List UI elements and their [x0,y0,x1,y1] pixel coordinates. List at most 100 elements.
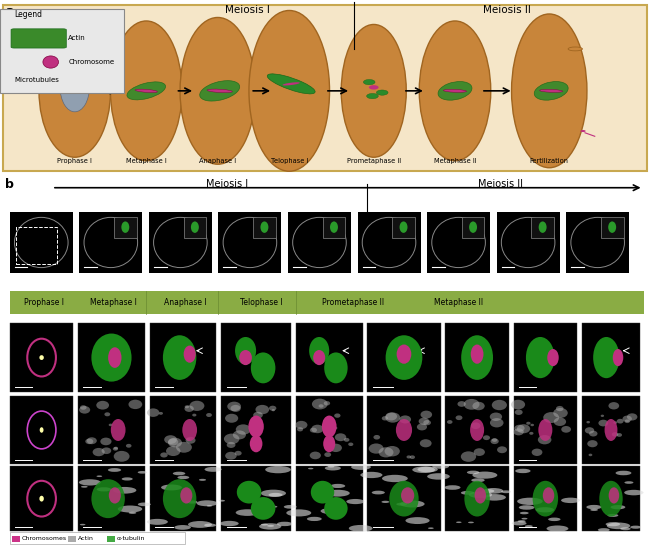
Ellipse shape [471,345,484,364]
Ellipse shape [514,425,525,432]
Ellipse shape [261,222,268,233]
Ellipse shape [341,25,406,157]
Ellipse shape [320,508,343,514]
Ellipse shape [186,500,198,503]
Ellipse shape [135,89,157,93]
FancyBboxPatch shape [10,532,185,544]
Ellipse shape [461,335,493,380]
Ellipse shape [419,21,491,161]
Ellipse shape [255,405,269,414]
Ellipse shape [515,468,530,473]
Ellipse shape [561,426,571,432]
Ellipse shape [92,334,131,382]
Ellipse shape [469,222,477,233]
FancyBboxPatch shape [150,396,216,464]
Ellipse shape [81,486,88,488]
Text: Legend: Legend [14,10,42,20]
Ellipse shape [419,418,429,425]
FancyBboxPatch shape [150,323,216,392]
Ellipse shape [270,506,278,508]
Ellipse shape [113,487,136,494]
Ellipse shape [396,419,412,441]
Ellipse shape [614,421,618,424]
Ellipse shape [138,502,151,506]
FancyBboxPatch shape [3,5,647,171]
Ellipse shape [192,414,196,417]
Ellipse shape [372,491,385,495]
Ellipse shape [406,455,411,459]
Text: Prometaphase II: Prometaphase II [346,158,401,164]
Ellipse shape [268,493,283,497]
Ellipse shape [174,525,191,530]
Ellipse shape [623,416,632,422]
Text: Metaphase I: Metaphase I [90,298,137,307]
FancyBboxPatch shape [78,323,145,392]
Ellipse shape [417,424,427,430]
Text: Meiosis I: Meiosis I [224,5,270,15]
Ellipse shape [548,518,560,521]
Ellipse shape [532,449,542,456]
Ellipse shape [346,499,365,504]
Ellipse shape [39,25,111,157]
Ellipse shape [547,349,559,366]
Ellipse shape [196,500,217,506]
Ellipse shape [467,471,479,474]
Ellipse shape [295,421,307,429]
Text: Meiosis II: Meiosis II [478,179,523,189]
Ellipse shape [532,481,558,517]
Text: Metaphase I: Metaphase I [126,158,166,164]
Ellipse shape [79,406,90,414]
Ellipse shape [218,500,225,502]
Ellipse shape [515,410,523,415]
Ellipse shape [205,467,222,472]
Text: Prophase I: Prophase I [57,158,92,164]
Ellipse shape [323,435,335,452]
Ellipse shape [185,437,196,444]
Ellipse shape [105,412,111,416]
FancyBboxPatch shape [253,217,276,238]
Ellipse shape [308,468,313,470]
Ellipse shape [325,466,341,471]
Ellipse shape [517,520,526,523]
Ellipse shape [113,447,118,450]
Text: Telophase I: Telophase I [270,158,308,164]
Ellipse shape [297,427,303,431]
FancyBboxPatch shape [497,212,560,273]
Ellipse shape [369,443,383,454]
Ellipse shape [561,497,580,503]
FancyBboxPatch shape [10,323,73,392]
Ellipse shape [598,528,610,532]
Ellipse shape [580,130,586,132]
Ellipse shape [311,481,334,503]
Ellipse shape [360,472,382,478]
Ellipse shape [127,82,166,100]
Text: Meiosis I: Meiosis I [207,179,248,189]
Ellipse shape [344,438,350,442]
Ellipse shape [324,497,348,520]
Ellipse shape [616,471,631,475]
Ellipse shape [483,435,490,440]
Ellipse shape [490,413,502,421]
Ellipse shape [330,444,342,452]
Ellipse shape [236,424,251,435]
Ellipse shape [385,412,397,420]
FancyBboxPatch shape [149,212,212,273]
Ellipse shape [588,454,592,456]
FancyBboxPatch shape [11,29,66,48]
FancyBboxPatch shape [296,323,363,392]
Ellipse shape [530,424,534,426]
Ellipse shape [474,487,486,503]
Ellipse shape [220,521,239,526]
Ellipse shape [126,444,131,448]
Ellipse shape [385,335,422,380]
FancyBboxPatch shape [150,466,216,531]
FancyBboxPatch shape [582,396,640,464]
Ellipse shape [625,481,634,484]
Text: Actin: Actin [78,537,94,542]
Ellipse shape [547,525,568,532]
Ellipse shape [97,487,111,491]
Ellipse shape [428,527,434,529]
Ellipse shape [237,481,261,503]
Ellipse shape [79,479,101,485]
Ellipse shape [396,503,407,506]
